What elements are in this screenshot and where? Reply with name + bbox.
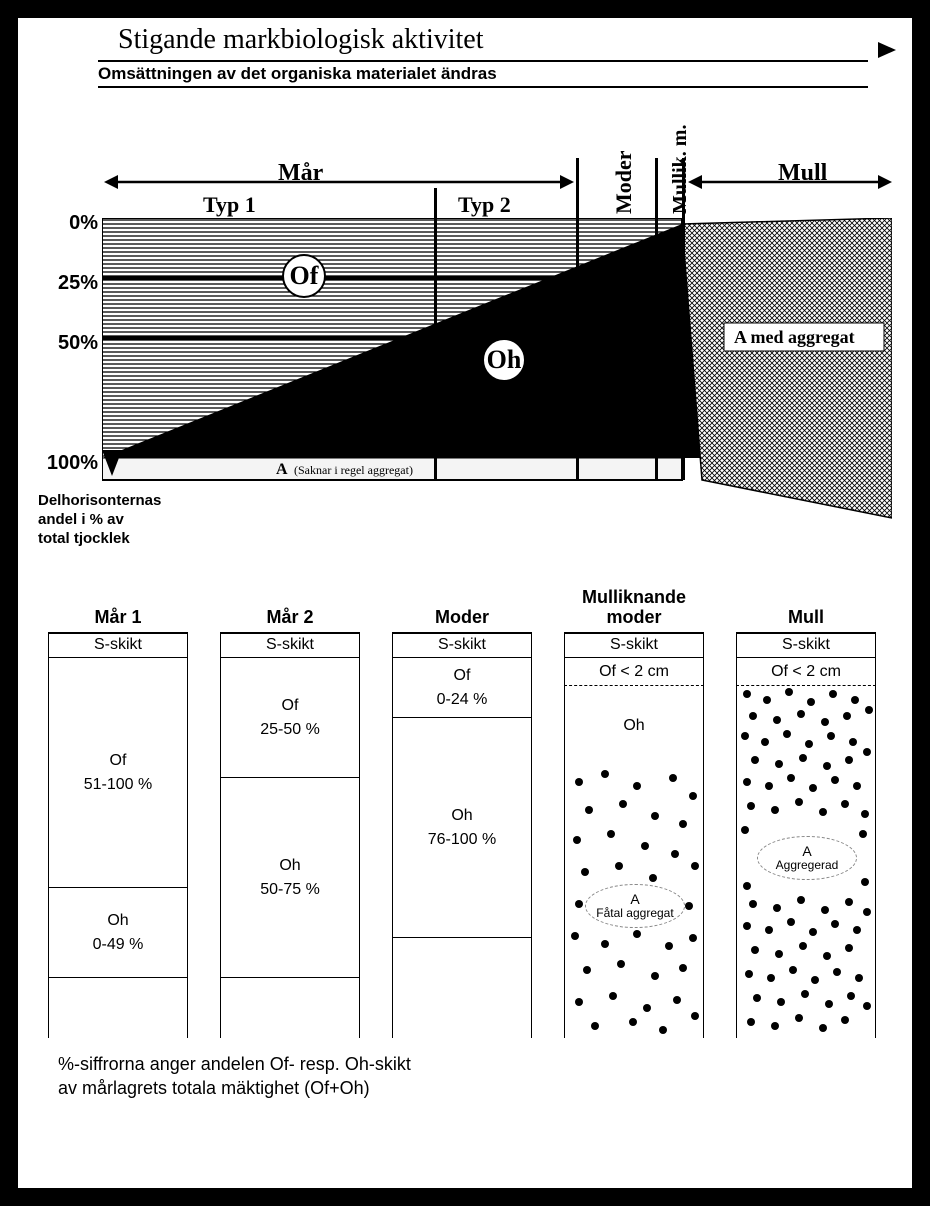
divider-mullikm-mull [682, 158, 685, 480]
layer-text: Of < 2 cm [771, 660, 841, 684]
col-title: Moder [392, 588, 532, 634]
layer-name: Of [110, 749, 127, 773]
layer-pct: 0-24 % [437, 688, 488, 712]
svg-text:A med aggregat: A med aggregat [734, 327, 855, 347]
footnote: %-siffrorna anger andelen Of- resp. Oh-s… [58, 1052, 498, 1101]
upper-diagram: Mår Typ 1 Typ 2 Moder Mullik. m. Mull 0%… [38, 98, 898, 518]
col-mar2: Mår 2 S-skikt Of 25-50 % Oh 50-75 % [220, 588, 360, 1038]
s-skikt-label: S-skikt [736, 634, 876, 658]
layer-pct: 50-75 % [260, 878, 320, 902]
col-mulliknande-moder: Mulliknande moder S-skikt Of < 2 cm Oh [564, 588, 704, 1038]
layer-of: Of 25-50 % [220, 658, 360, 778]
lower-columns: Mår 1 S-skikt Of 51-100 % Oh 0-49 % Mår … [48, 588, 888, 1118]
section-label-moder: Moder [611, 150, 637, 214]
col-title: Mulliknande moder [564, 588, 704, 634]
section-label-mullikm: Mullik. m. [669, 125, 692, 214]
layer-pct: 25-50 % [260, 718, 320, 742]
col-title: Mår 2 [220, 588, 360, 634]
y-label-100: 100% [38, 452, 98, 475]
layer-name: Oh [107, 909, 128, 933]
s-skikt-label: S-skikt [220, 634, 360, 658]
y-label-0: 0% [38, 212, 98, 235]
page-title: Stigande markbiologisk aktivitet [118, 24, 484, 56]
layer-oh: Oh 76-100 % [392, 718, 532, 938]
layer-name: Oh [279, 854, 300, 878]
mar-typ2-label: Typ 2 [458, 192, 511, 218]
layer-pct: 76-100 % [428, 828, 497, 852]
layer-blank [48, 978, 188, 1038]
divider-mar-moder [576, 158, 579, 480]
layer-of-thin: Of < 2 cm [736, 658, 876, 686]
layer-oh: Oh 0-49 % [48, 888, 188, 978]
oval-line1: A [802, 844, 811, 859]
divider-typ1-typ2 [434, 188, 437, 480]
s-skikt-label: S-skikt [564, 634, 704, 658]
layer-text: Of < 2 cm [599, 660, 669, 684]
col-title-text: Mulliknande moder [564, 588, 704, 628]
rule-2 [98, 86, 868, 88]
col-moder: Moder S-skikt Of 0-24 % Oh 76-100 % [392, 588, 532, 1038]
s-skikt-label: S-skikt [48, 634, 188, 658]
col-mar1: Mår 1 S-skikt Of 51-100 % Oh 0-49 % [48, 588, 188, 1038]
rule-1 [98, 60, 868, 62]
oval-line2: Fåtal aggregat [596, 907, 673, 920]
mar-typ1-label: Typ 1 [203, 192, 256, 218]
oval-line2: Aggregerad [776, 859, 839, 872]
oval-line1: A [630, 892, 639, 907]
layer-of: Of 0-24 % [392, 658, 532, 718]
soil-profile-chart: A (Saknar i regel aggregat) A med aggreg… [102, 218, 892, 488]
layer-pct: 0-49 % [93, 933, 144, 957]
layer-text: Oh [623, 714, 644, 738]
y-label-25: 25% [38, 272, 98, 295]
layer-blank [392, 938, 532, 1038]
of-label-circle: Of [282, 254, 326, 298]
a-oval-label: A Fåtal aggregat [585, 884, 685, 928]
layer-of: Of 51-100 % [48, 658, 188, 888]
svg-text:A: A [276, 461, 288, 478]
layer-a-dots-dense: A Aggregerad [736, 686, 876, 1038]
oh-label-circle: Oh [482, 338, 526, 382]
layer-pct: 51-100 % [84, 773, 153, 797]
layer-name: Of [282, 694, 299, 718]
mar-range-arrow-icon [104, 172, 574, 192]
mull-range-arrow-icon [688, 172, 892, 192]
layer-oh: Oh 50-75 % [220, 778, 360, 978]
col-title: Mår 1 [48, 588, 188, 634]
col-mull: Mull S-skikt Of < 2 cm [736, 588, 876, 1038]
a-oval-label: A Aggregerad [757, 836, 857, 880]
divider-moder-mullikm [655, 158, 658, 480]
y-axis-caption: Delhorisonternasandel i % avtotal tjockl… [38, 492, 198, 548]
col-title: Mull [736, 588, 876, 634]
layer-name: Of [454, 664, 471, 688]
page-subtitle: Omsättningen av det organiska materialet… [98, 64, 497, 84]
svg-text:(Saknar i regel aggregat): (Saknar i regel aggregat) [294, 463, 413, 477]
layer-a-dots: A Fåtal aggregat [564, 766, 704, 1038]
layer-name: Oh [451, 804, 472, 828]
layer-of-thin: Of < 2 cm [564, 658, 704, 686]
y-label-50: 50% [38, 332, 98, 355]
s-skikt-label: S-skikt [392, 634, 532, 658]
diagram-page: Stigande markbiologisk aktivitet Omsättn… [18, 18, 912, 1188]
top-arrowhead-icon [878, 42, 900, 64]
layer-blank [220, 978, 360, 1038]
layer-oh: Oh [564, 686, 704, 766]
